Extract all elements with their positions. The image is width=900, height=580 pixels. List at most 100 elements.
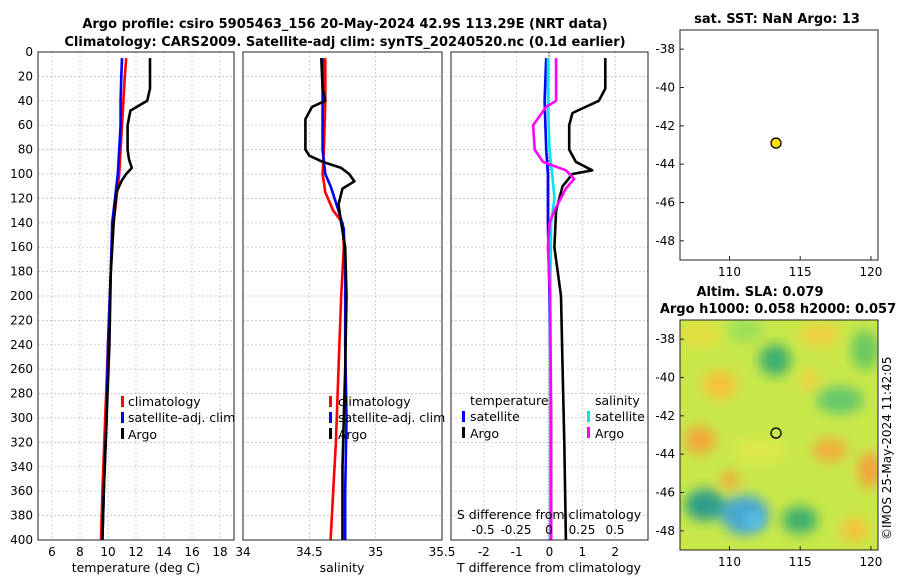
lat-tick-label: -42 <box>655 119 675 133</box>
x-tick-label: 12 <box>128 545 143 559</box>
x-tick-label: 16 <box>184 545 199 559</box>
legend-label-s-argo: Argo <box>595 426 624 441</box>
sla-blob <box>800 323 840 347</box>
sla-map-title-1: Altim. SLA: 0.079 <box>697 285 824 300</box>
sla-map-ticks: -38 -40 -42 -44 -46 -48 110 115 120 <box>655 332 882 569</box>
depth-tick-label: 320 <box>10 435 33 449</box>
sla-blob <box>727 320 763 342</box>
x-tick-label: 34.5 <box>296 545 323 559</box>
temperature-xlabel: temperature (deg C) <box>72 560 201 575</box>
sla-blob <box>721 495 769 535</box>
s-tick-label: 0 <box>545 523 553 537</box>
sla-blob <box>841 518 869 542</box>
sla-blob <box>851 330 878 370</box>
x-tick-label: 35.5 <box>429 545 456 559</box>
series-line-argo <box>304 58 356 540</box>
sla-blob <box>685 489 725 521</box>
sla-blob <box>858 452 878 488</box>
lat-tick-label: -38 <box>655 42 675 56</box>
sla-map-markers <box>770 427 782 439</box>
lon-tick-label: 120 <box>859 555 882 569</box>
sla-blob <box>812 438 848 462</box>
legend-title-salinity: salinity <box>595 393 640 408</box>
difference-panel: -2 -1 0 1 2 T difference from climatology S … <box>450 51 649 575</box>
depth-tick-label: 240 <box>10 338 33 352</box>
x-tick-label: 6 <box>48 545 56 559</box>
salinity-legend: climatology satellite-adj. clim Argo <box>329 394 445 442</box>
sla-blob <box>800 370 820 390</box>
sla-blob <box>759 344 791 376</box>
series-line-t-argo <box>553 58 607 541</box>
legend-swatch-t-satellite <box>462 411 465 422</box>
sla-blob <box>816 386 864 414</box>
legend-title-temperature: temperature <box>470 393 549 408</box>
depth-tick-label: 160 <box>10 240 33 254</box>
salinity-axes-box <box>242 51 443 541</box>
depth-tick-label: 140 <box>10 216 33 230</box>
x-tick-label: 8 <box>76 545 84 559</box>
lat-tick-label: -48 <box>655 234 675 248</box>
sla-map-axes-box <box>679 319 879 551</box>
temperature-axes-box <box>37 51 235 541</box>
depth-tick-label: 180 <box>10 265 33 279</box>
lon-tick-label: 110 <box>718 265 741 279</box>
title-line-1: Argo profile: csiro 5905463_156 20-May-2… <box>82 17 607 32</box>
depth-tick-label: 80 <box>18 143 33 157</box>
depth-tick-label: 340 <box>10 460 33 474</box>
legend-label-satellite: satellite-adj. clim <box>338 410 445 425</box>
legend-swatch-climatology <box>329 396 332 407</box>
legend-label-climatology: climatology <box>128 394 201 409</box>
sst-map-ticks: -38 -40 -42 -44 -46 -48 110 115 120 <box>655 42 882 279</box>
depth-tick-label: 300 <box>10 411 33 425</box>
sla-blob <box>745 513 763 527</box>
lat-tick-label: -48 <box>655 524 675 538</box>
lat-tick-label: -38 <box>655 332 675 346</box>
lon-tick-label: 115 <box>789 265 812 279</box>
depth-tick-label: 220 <box>10 313 33 327</box>
sst-map-markers <box>770 137 782 149</box>
x-tick-label: 18 <box>212 545 227 559</box>
x-tick-label: 0 <box>546 545 554 559</box>
s-tick-label: 0.25 <box>569 523 596 537</box>
depth-tick-label: 360 <box>10 484 33 498</box>
difference-lines <box>531 58 607 541</box>
s-difference-label: S difference from climatology <box>457 507 642 522</box>
salinity-tick-labels: 34 34.5 35 35.5 <box>235 545 455 559</box>
lat-tick-label: -42 <box>655 409 675 423</box>
salinity-lines <box>304 58 356 541</box>
s-tick-label: -0.5 <box>471 523 494 537</box>
x-tick-label: 10 <box>100 545 115 559</box>
sst-map-axes-box <box>679 29 879 261</box>
legend-swatch-argo <box>329 428 332 439</box>
lat-tick-label: -44 <box>655 157 675 171</box>
legend-swatch-argo <box>121 428 124 439</box>
sla-blob <box>782 506 818 534</box>
legend-swatch-s-argo <box>587 427 590 438</box>
legend-swatch-s-satellite <box>587 411 590 422</box>
sla-blob <box>684 426 716 454</box>
title-line-2: Climatology: CARS2009. Satellite-adj cli… <box>64 35 625 50</box>
temperature-lines <box>99 58 152 541</box>
depth-tick-label: 260 <box>10 362 33 376</box>
sla-map-title-2: Argo h1000: 0.058 h2000: 0.057 <box>660 302 896 317</box>
legend-swatch-climatology <box>121 396 124 407</box>
x-tick-label: 34 <box>235 545 250 559</box>
temperature-tick-labels: 6 8 10 12 14 16 18 <box>48 545 227 559</box>
argo-position-marker <box>770 137 782 149</box>
lat-tick-label: -46 <box>655 486 675 500</box>
sla-blob <box>680 323 722 347</box>
series-line-climatology <box>321 58 346 541</box>
salinity-xlabel: salinity <box>320 560 365 575</box>
x-tick-label: 1 <box>579 545 587 559</box>
difference-tick-labels: -2 -1 0 1 2 <box>478 545 619 559</box>
sla-map-panel: Altim. SLA: 0.079 Argo h1000: 0.058 h200… <box>655 285 896 569</box>
depth-tick-label: 20 <box>18 69 33 83</box>
x-tick-label: 35 <box>368 545 383 559</box>
legend-label-t-argo: Argo <box>470 426 499 441</box>
temperature-legend: climatology satellite-adj. clim Argo <box>121 394 235 442</box>
x-tick-label: -1 <box>511 545 523 559</box>
legend-label-s-satellite: satellite <box>595 409 645 424</box>
series-line-s-argo <box>531 58 576 540</box>
salinity-panel: 34 34.5 35 35.5 salinity climatology satell… <box>235 51 455 575</box>
